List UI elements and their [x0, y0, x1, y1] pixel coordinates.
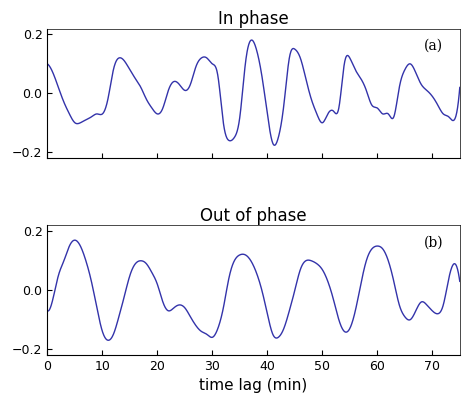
Text: (b): (b)	[424, 236, 443, 250]
Title: Out of phase: Out of phase	[201, 207, 307, 225]
Title: In phase: In phase	[218, 10, 289, 29]
X-axis label: time lag (min): time lag (min)	[200, 378, 308, 393]
Text: (a): (a)	[424, 39, 443, 53]
